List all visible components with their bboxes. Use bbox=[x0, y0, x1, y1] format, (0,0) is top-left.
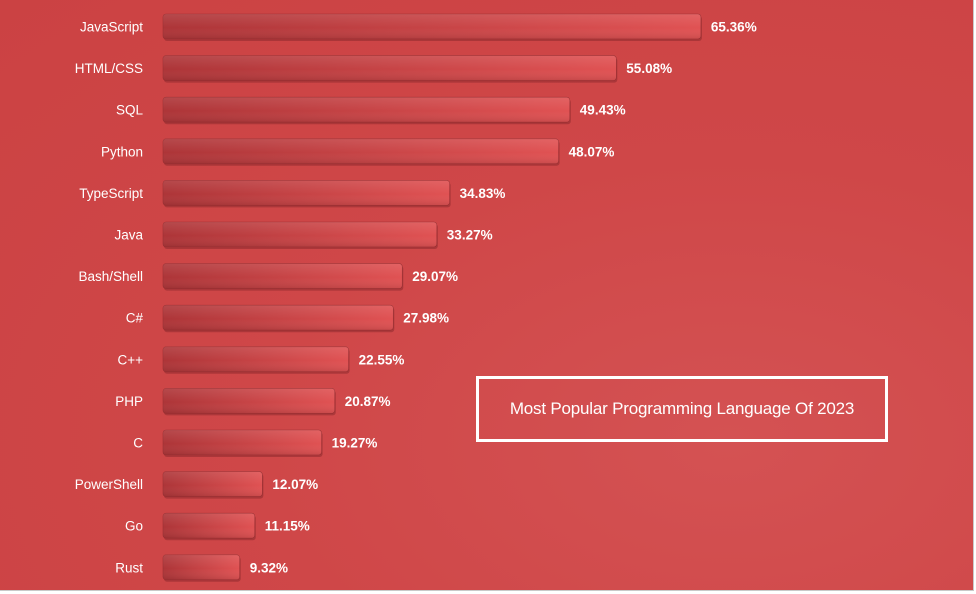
category-label: Bash/Shell bbox=[78, 269, 143, 284]
chart-title: Most Popular Programming Language Of 202… bbox=[509, 399, 855, 418]
category-label: TypeScript bbox=[79, 186, 143, 201]
bar-highlight bbox=[163, 305, 394, 331]
category-label: SQL bbox=[116, 103, 144, 118]
value-label: 22.55% bbox=[359, 352, 405, 367]
bar-row: TypeScript 34.83% bbox=[79, 180, 506, 208]
bar-highlight bbox=[163, 554, 240, 580]
bar-row: Go 11.15% bbox=[125, 512, 310, 541]
category-label: Java bbox=[114, 228, 143, 243]
value-label: 33.27% bbox=[447, 228, 493, 243]
category-label: C# bbox=[126, 311, 144, 326]
bar-highlight bbox=[163, 180, 450, 206]
value-label: 49.43% bbox=[580, 103, 626, 118]
bar-highlight bbox=[163, 346, 349, 372]
value-label: 48.07% bbox=[569, 144, 615, 159]
bar-row: Rust 9.32% bbox=[115, 554, 288, 582]
category-label: C bbox=[133, 436, 143, 451]
value-label: 20.87% bbox=[345, 394, 391, 409]
bar-highlight bbox=[163, 222, 437, 247]
bar-row: Bash/Shell 29.07% bbox=[78, 263, 458, 291]
bar-row: C# 27.98% bbox=[126, 304, 449, 333]
bar-highlight bbox=[163, 263, 403, 289]
value-label: 27.98% bbox=[403, 311, 449, 326]
bar-row: SQL 49.43% bbox=[116, 96, 626, 125]
category-label: C++ bbox=[117, 352, 143, 367]
value-label: 34.83% bbox=[460, 186, 506, 201]
category-label: JavaScript bbox=[80, 20, 143, 35]
bar-row: HTML/CSS 55.08% bbox=[75, 55, 672, 83]
bar-row: Python 48.07% bbox=[101, 138, 615, 166]
value-label: 65.36% bbox=[711, 20, 757, 35]
value-label: 12.07% bbox=[272, 477, 318, 492]
value-label: 9.32% bbox=[250, 560, 288, 575]
chart-title-box: Most Popular Programming Language Of 202… bbox=[476, 376, 888, 442]
value-label: 29.07% bbox=[412, 269, 458, 284]
value-label: 19.27% bbox=[332, 436, 378, 451]
bar-row: C++ 22.55% bbox=[117, 346, 405, 374]
bar-row: C 19.27% bbox=[133, 429, 378, 457]
bar-highlight bbox=[163, 513, 255, 539]
bars-layer: JavaScript 65.36% HTML/CSS 55.08% SQL 49.43% P… bbox=[75, 13, 757, 582]
category-label: Go bbox=[125, 519, 143, 534]
bar-row: JavaScript 65.36% bbox=[80, 13, 757, 41]
category-label: PHP bbox=[115, 394, 143, 409]
value-label: 11.15% bbox=[265, 519, 310, 534]
category-label: Python bbox=[101, 144, 143, 159]
bar-highlight bbox=[163, 430, 322, 455]
category-label: Rust bbox=[115, 560, 143, 575]
bar-row: Java 33.27% bbox=[114, 221, 493, 249]
bar-highlight bbox=[163, 471, 263, 497]
bar-row: PHP 20.87% bbox=[115, 388, 391, 416]
bar-row: PowerShell 12.07% bbox=[75, 471, 318, 499]
bar-highlight bbox=[163, 55, 617, 81]
category-label: HTML/CSS bbox=[75, 61, 143, 76]
bar-highlight bbox=[163, 14, 701, 39]
bar-highlight bbox=[163, 138, 559, 164]
value-label: 55.08% bbox=[626, 61, 672, 76]
category-label: PowerShell bbox=[75, 477, 143, 492]
bar-highlight bbox=[163, 388, 335, 414]
bar-highlight bbox=[163, 97, 570, 123]
